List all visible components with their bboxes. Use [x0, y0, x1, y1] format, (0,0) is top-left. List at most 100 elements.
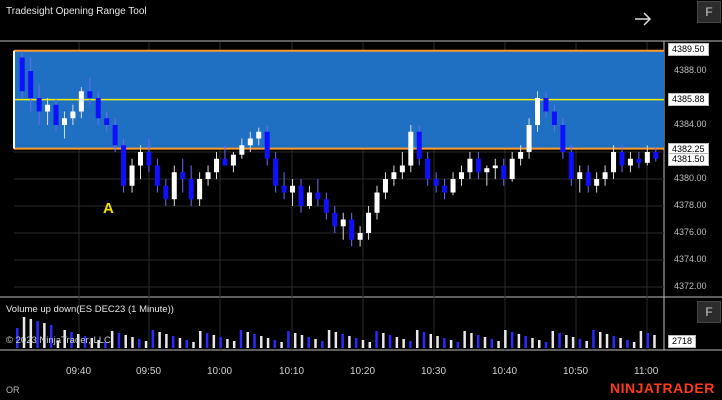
volume-bar	[409, 341, 412, 348]
volume-bar	[165, 334, 168, 348]
candle-body	[188, 179, 194, 200]
candle-body	[290, 185, 296, 193]
volume-bar	[592, 330, 595, 348]
candle-body	[256, 131, 262, 139]
candle-body	[357, 233, 363, 240]
candle-body	[87, 91, 93, 98]
candle-body	[568, 152, 574, 179]
volume-bar	[388, 335, 392, 348]
volume-bar	[43, 323, 46, 348]
time-axis-tick: 09:50	[136, 366, 162, 377]
volume-bar	[199, 331, 202, 348]
candle-body	[112, 125, 118, 146]
candle-body	[45, 104, 51, 112]
volume-bar	[63, 330, 66, 348]
candle-body	[171, 172, 177, 200]
candle-body	[95, 98, 101, 119]
candle-body	[315, 192, 321, 200]
volume-bar	[239, 330, 243, 348]
candle-body	[197, 179, 203, 200]
candle-body	[137, 152, 143, 166]
volume-bar	[131, 337, 134, 348]
candle-body	[501, 165, 507, 179]
volume-bar	[334, 332, 338, 348]
volume-bar	[646, 333, 649, 348]
candle-body	[129, 165, 135, 186]
candle-body	[230, 154, 236, 166]
candle-body	[349, 219, 355, 240]
volume-bar	[619, 338, 622, 348]
candle-body	[611, 152, 617, 173]
volume-bar	[632, 342, 636, 348]
volume-bar	[531, 338, 534, 348]
candle-body	[366, 212, 372, 233]
candle-body	[332, 212, 338, 227]
candle-body	[247, 138, 253, 146]
candle-body	[594, 179, 600, 186]
candle-body	[61, 118, 67, 125]
volume-bar	[49, 325, 53, 348]
volume-bar	[504, 330, 507, 348]
volume-bar	[497, 341, 500, 348]
volume-panel-title: Volume up down(ES DEC23 (1 Minute))	[6, 304, 174, 315]
candle-body	[323, 199, 329, 213]
volume-bar	[558, 333, 561, 348]
time-axis-tick: 11:00	[634, 366, 659, 377]
volume-bar	[382, 333, 385, 348]
volume-bar	[321, 341, 324, 348]
price-axis-tick: 4380.00	[674, 173, 707, 183]
volume-bar	[605, 334, 609, 348]
volume-bar	[341, 334, 344, 348]
candle-body	[585, 172, 591, 186]
candle-body	[526, 125, 532, 152]
volume-bar	[70, 332, 73, 348]
volume-bar	[192, 342, 195, 348]
arrow-right-icon[interactable]	[632, 8, 654, 30]
candle-body	[205, 172, 211, 179]
candle-body	[78, 91, 84, 112]
volume-bar	[226, 339, 229, 348]
candle-body	[408, 131, 414, 166]
candle-body	[636, 158, 642, 163]
time-axis-tick: 10:30	[421, 366, 447, 377]
candle-body	[214, 158, 220, 173]
range-high-label: 4389.50	[668, 43, 709, 56]
candle-body	[602, 172, 608, 179]
volume-bar	[415, 330, 419, 348]
candle-body	[560, 125, 566, 152]
volume-bar	[361, 340, 365, 348]
volume-bar	[490, 339, 494, 348]
volume-bar	[429, 334, 433, 348]
price-axis-tick: 4384.00	[674, 119, 707, 129]
last-price-label: 4381.50	[668, 153, 709, 166]
candle-body	[627, 158, 633, 166]
candle-body	[36, 98, 42, 112]
time-axis-tick: 10:00	[207, 366, 233, 377]
candle-body	[492, 165, 498, 169]
candle-body	[340, 219, 346, 227]
f-button-volume[interactable]: F	[697, 301, 721, 323]
candle-body	[653, 152, 659, 159]
volume-bar	[626, 340, 629, 348]
volume-bar	[402, 339, 405, 348]
f-button-top[interactable]: F	[697, 1, 721, 23]
volume-bar	[598, 332, 602, 348]
volume-bar	[287, 331, 290, 348]
copyright-text: © 2023 NinjaTrader, LLC	[6, 335, 111, 346]
range-mid-label: 4385.88	[668, 93, 709, 106]
volume-bar	[158, 332, 161, 348]
volume-bar	[273, 340, 277, 348]
candle-body	[180, 172, 186, 179]
volume-bar	[483, 337, 487, 348]
volume-bar	[16, 328, 19, 348]
volume-bar	[266, 338, 270, 348]
time-axis-tick: 10:40	[492, 366, 518, 377]
candle-body	[475, 158, 481, 173]
candle-body	[458, 172, 464, 179]
candle-body	[163, 185, 169, 200]
candle-body	[239, 145, 245, 155]
volume-bar	[571, 337, 575, 348]
volume-bar	[436, 336, 439, 348]
volume-bar	[185, 340, 188, 348]
